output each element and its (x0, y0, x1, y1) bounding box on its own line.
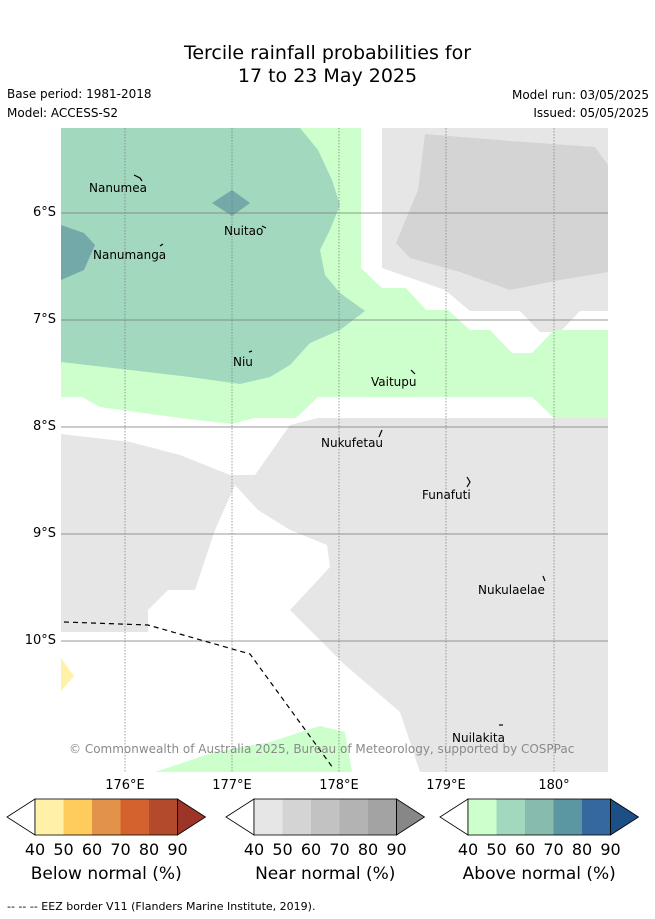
map-title-line2: 17 to 23 May 2025 (237, 65, 418, 87)
eez-footer-note: -- -- -- EEZ border V11 (Flanders Marine… (7, 900, 316, 913)
above-normal-swatch-4 (582, 799, 611, 835)
near-normal-swatch-3 (339, 799, 368, 835)
above-normal-tick-label: 80 (571, 840, 593, 859)
lon-label-178e: 178°E (319, 778, 359, 793)
above-normal-tick-label: 70 (543, 840, 564, 859)
near-normal-swatch-0 (254, 799, 283, 835)
colorbars (6, 798, 640, 836)
near-normal-tick-label: 40 (243, 840, 265, 859)
island-labels: Nanumea Nuitao Nanumanga Niu Vaitupu Nuk… (89, 181, 545, 745)
map-title-line1: Tercile rainfall probabilities for (183, 42, 472, 64)
map-area: © Commonwealth of Australia 2025, Bureau… (61, 128, 608, 772)
above-normal-tick-label: 50 (486, 840, 507, 859)
below-normal-tick-label: 40 (24, 840, 46, 859)
near-normal-swatch-1 (282, 799, 311, 835)
island-label-nanumanga: Nanumanga (93, 248, 166, 262)
below-normal-swatch-2 (92, 799, 121, 835)
above-normal-tick-label: 60 (514, 840, 536, 859)
island-nanumea-shape (133, 174, 143, 182)
above-normal-tick-label: 40 (457, 840, 479, 859)
above-normal-region-south (155, 726, 352, 772)
above-normal-colorbar (439, 798, 640, 836)
issued-date: Issued: 05/05/2025 (533, 106, 649, 120)
copyright-text: © Commonwealth of Australia 2025, Bureau… (69, 742, 574, 756)
lat-label-8s: 8°S (32, 419, 56, 434)
island-label-funafuti: Funafuti (422, 488, 471, 502)
above-normal-swatch-1 (496, 799, 525, 835)
near-normal-region-south (61, 418, 608, 772)
model-run: Model run: 03/05/2025 (511, 88, 649, 102)
below-normal-colorbar-title: Below normal (%) (30, 864, 182, 884)
island-label-niu: Niu (233, 355, 253, 369)
island-label-nuilakita: Nuilakita (452, 731, 505, 745)
below-normal-border (34, 798, 178, 836)
below-normal-swatch-0 (35, 799, 64, 835)
above-normal-under-triangle (439, 798, 469, 836)
island-label-nukufetau: Nukufetau (321, 436, 383, 450)
above-normal-swatch-3 (553, 799, 582, 835)
near-normal-colorbar-title: Near normal (%) (255, 864, 396, 884)
below-normal-swatch-4 (149, 799, 178, 835)
below-normal-under-triangle (6, 798, 36, 836)
island-shapes (133, 174, 546, 726)
above-normal-swatch-0 (468, 799, 497, 835)
lat-gridlines (61, 212, 608, 642)
lon-gridlines (124, 128, 555, 772)
above-normal-region-60-north (212, 190, 250, 216)
near-normal-under-triangle (225, 798, 255, 836)
lon-label-177e: 177°E (212, 778, 252, 793)
island-label-vaitupu: Vaitupu (371, 375, 417, 389)
below-normal-region (61, 658, 74, 691)
lat-label-7s: 7°S (32, 312, 56, 327)
near-normal-tick-label: 90 (386, 840, 407, 859)
above-normal-over-triangle (610, 798, 640, 836)
island-label-nukulaelae: Nukulaelae (478, 583, 545, 597)
lat-label-6s: 6°S (32, 205, 56, 220)
near-normal-colorbar (225, 798, 426, 836)
near-normal-swatch-2 (311, 799, 340, 835)
model-name: Model: ACCESS-S2 (7, 106, 119, 120)
lon-label-180: 180° (538, 778, 570, 793)
lat-label-10s: 10°S (24, 633, 56, 648)
near-normal-tick-label: 80 (357, 840, 379, 859)
below-normal-over-triangle (177, 798, 207, 836)
below-normal-swatch-3 (120, 799, 149, 835)
base-period: Base period: 1981-2018 (7, 87, 152, 101)
below-normal-tick-label: 50 (53, 840, 74, 859)
lon-label-179e: 179°E (426, 778, 466, 793)
above-normal-region-60-west (61, 225, 95, 280)
below-normal-colorbar (6, 798, 207, 836)
near-normal-tick-label: 60 (300, 840, 322, 859)
lat-label-9s: 9°S (32, 526, 56, 541)
near-normal-region-east-core (396, 134, 608, 290)
below-normal-swatch-1 (63, 799, 92, 835)
below-normal-tick-label: 60 (81, 840, 103, 859)
above-normal-border (467, 798, 611, 836)
island-label-nuitao: Nuitao (224, 224, 263, 238)
near-normal-over-triangle (396, 798, 426, 836)
below-normal-tick-label: 90 (167, 840, 188, 859)
above-normal-colorbar-title: Above normal (%) (462, 864, 616, 884)
near-normal-tick-label: 50 (272, 840, 293, 859)
lon-label-176e: 176°E (105, 778, 145, 793)
above-normal-tick-label: 90 (600, 840, 621, 859)
near-normal-tick-label: 70 (329, 840, 350, 859)
near-normal-border (253, 798, 397, 836)
below-normal-tick-label: 70 (110, 840, 131, 859)
above-normal-swatch-2 (525, 799, 554, 835)
below-normal-tick-label: 80 (138, 840, 160, 859)
near-normal-swatch-4 (368, 799, 397, 835)
island-label-nanumea: Nanumea (89, 181, 147, 195)
eez-border (63, 621, 334, 769)
